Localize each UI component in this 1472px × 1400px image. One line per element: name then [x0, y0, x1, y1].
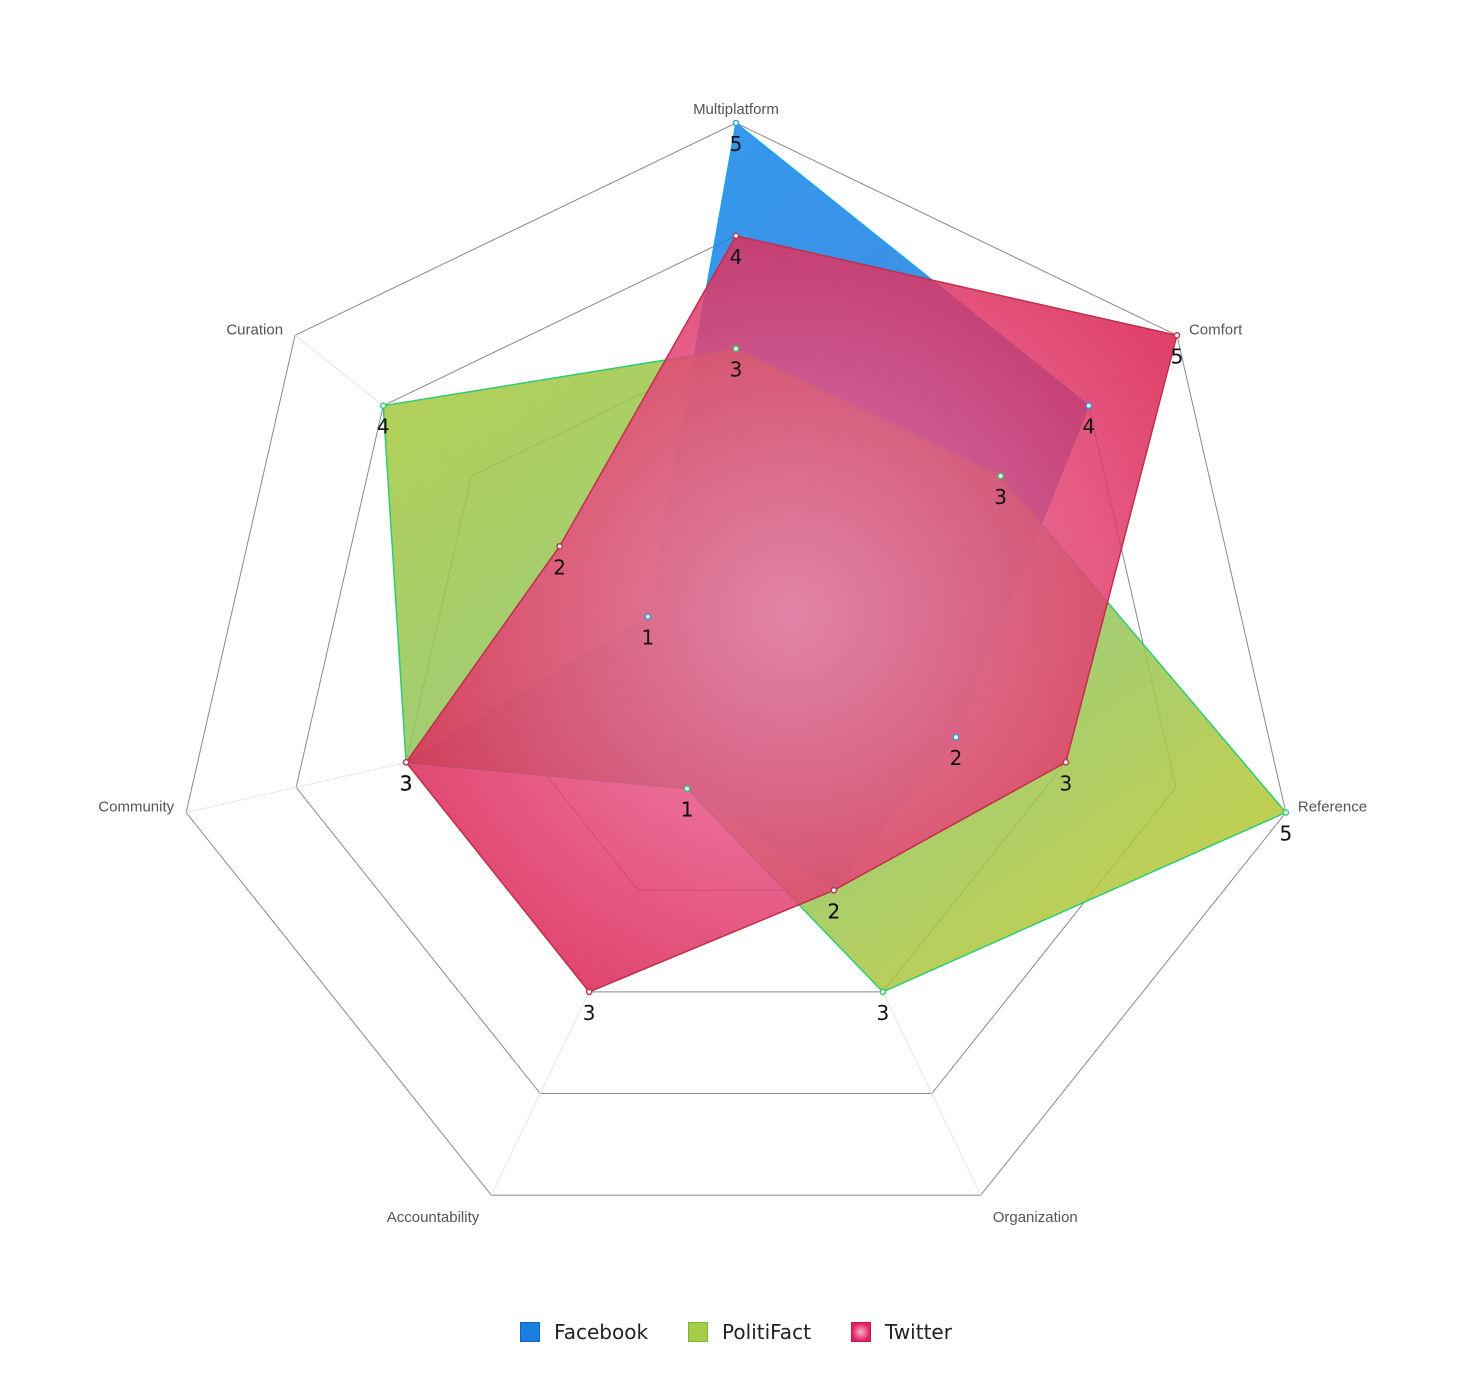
legend-item-politifact[interactable]: PolitiFact — [688, 1320, 811, 1344]
data-label-twitter-reference: 3 — [1060, 771, 1073, 795]
radar-series — [382, 122, 1287, 993]
data-label-twitter-curation: 2 — [553, 555, 566, 579]
data-label-politifact-comfort: 3 — [994, 485, 1007, 509]
data-label-twitter-comfort: 5 — [1171, 344, 1184, 368]
data-point-politifact-reference — [1282, 809, 1290, 816]
data-label-twitter-organization: 2 — [828, 899, 841, 923]
data-point-twitter-accountability — [585, 988, 593, 996]
data-label-politifact-organization: 3 — [876, 1001, 889, 1025]
legend-item-facebook[interactable]: Facebook — [520, 1320, 648, 1344]
data-label-politifact-multiplatform: 3 — [730, 358, 743, 382]
data-label-facebook-curation: 1 — [641, 626, 654, 650]
legend-item-twitter[interactable]: Twitter — [850, 1320, 952, 1344]
axis-label-comfort: Comfort — [1189, 321, 1243, 338]
data-point-twitter-curation — [556, 543, 563, 550]
data-label-facebook-reference: 2 — [950, 746, 963, 770]
data-label-politifact-accountability: 1 — [681, 798, 694, 822]
radar-labels: 542213133531344532332MultiplatformComfor… — [98, 101, 1367, 1226]
axis-label-curation: Curation — [226, 321, 283, 338]
data-point-facebook-reference — [952, 733, 960, 741]
data-label-politifact-curation: 4 — [377, 415, 390, 439]
data-point-twitter-multiplatform — [732, 232, 740, 240]
data-point-facebook-curation — [644, 613, 652, 620]
data-label-politifact-community: 3 — [400, 771, 413, 795]
data-label-twitter-community: 3 — [400, 771, 413, 795]
data-point-facebook-comfort — [1085, 402, 1093, 409]
data-point-facebook-multiplatform — [732, 119, 740, 127]
axis-label-reference: Reference — [1298, 799, 1367, 816]
data-label-facebook-community: 3 — [400, 771, 413, 795]
legend-swatch-facebook — [520, 1322, 541, 1342]
axis-label-multiplatform: Multiplatform — [693, 101, 779, 118]
data-label-facebook-multiplatform: 5 — [730, 132, 743, 156]
axis-label-accountability: Accountability — [387, 1209, 480, 1226]
legend-swatch-twitter — [850, 1322, 871, 1342]
data-point-politifact-comfort — [997, 472, 1004, 480]
data-point-twitter-organization — [830, 886, 838, 894]
data-label-twitter-multiplatform: 4 — [730, 245, 743, 269]
data-label-twitter-accountability: 3 — [583, 1001, 596, 1025]
legend: Facebook PolitiFact Twitter — [0, 1320, 1472, 1344]
data-point-twitter-community — [402, 759, 410, 766]
data-label-facebook-organization: 2 — [828, 899, 841, 923]
data-label-politifact-reference: 5 — [1279, 822, 1292, 846]
data-point-twitter-comfort — [1173, 332, 1181, 339]
axis-label-organization: Organization — [993, 1209, 1078, 1226]
grid-ring-5 — [185, 122, 1287, 1196]
legend-label-twitter: Twitter — [884, 1320, 952, 1344]
data-point-twitter-reference — [1062, 759, 1070, 766]
data-point-politifact-multiplatform — [732, 345, 740, 352]
axis-label-community: Community — [98, 799, 174, 816]
data-point-politifact-curation — [379, 402, 387, 409]
legend-swatch-politifact — [688, 1322, 709, 1342]
series-area-twitter — [405, 235, 1178, 993]
legend-label-politifact: PolitiFact — [722, 1320, 811, 1344]
data-label-facebook-comfort: 4 — [1082, 415, 1095, 439]
legend-label-facebook: Facebook — [554, 1320, 649, 1344]
data-point-politifact-organization — [879, 988, 887, 996]
data-point-politifact-accountability — [683, 785, 691, 792]
data-label-facebook-accountability: 1 — [681, 798, 694, 822]
radar-points — [379, 119, 1290, 996]
radar-svg: 542213133531344532332MultiplatformComfor… — [98, 101, 1367, 1226]
